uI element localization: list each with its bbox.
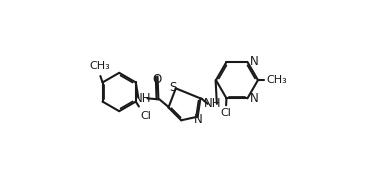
Text: N: N — [194, 114, 203, 126]
Text: NH: NH — [204, 97, 221, 110]
Text: S: S — [169, 81, 177, 94]
Text: N: N — [250, 55, 258, 68]
Text: O: O — [152, 73, 162, 86]
Text: Cl: Cl — [220, 108, 231, 118]
Text: Cl: Cl — [141, 111, 151, 121]
Text: NH: NH — [134, 92, 152, 105]
Text: CH₃: CH₃ — [89, 61, 110, 71]
Text: N: N — [250, 92, 258, 105]
Text: CH₃: CH₃ — [267, 75, 287, 85]
